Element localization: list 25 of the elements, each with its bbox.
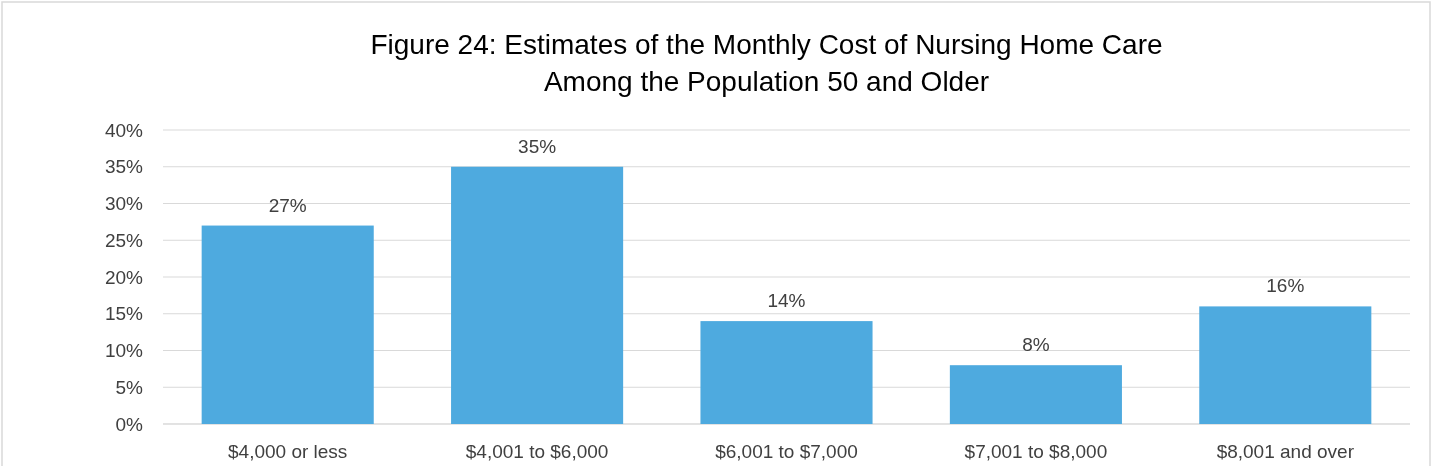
y-tick-label: 25% bbox=[104, 229, 144, 251]
x-tick-label: $7,001 to $8,000 bbox=[964, 441, 1108, 462]
x-tick-label: $8,001 and over bbox=[1216, 441, 1355, 462]
x-tick-label: $4,001 to $6,000 bbox=[465, 441, 609, 462]
y-tick-label: 5% bbox=[115, 376, 144, 398]
bar bbox=[700, 321, 873, 424]
y-tick-label: 40% bbox=[104, 119, 144, 141]
y-tick-label: 10% bbox=[104, 340, 144, 362]
x-tick-label: $4,000 or less bbox=[228, 441, 348, 462]
chart-title: Figure 24: Estimates of the Monthly Cost of Nursing Home Care Among the Population 50 and Older bbox=[370, 29, 1163, 97]
x-tick-label: $6,001 to $7,000 bbox=[715, 441, 858, 462]
data-label: 16% bbox=[1266, 275, 1305, 297]
y-tick-label: 0% bbox=[115, 413, 144, 435]
y-tick-label: 30% bbox=[104, 193, 144, 215]
data-label: 14% bbox=[767, 290, 806, 312]
y-tick-label: 20% bbox=[104, 266, 144, 288]
y-tick-label: 35% bbox=[104, 156, 144, 178]
bar bbox=[451, 166, 624, 424]
data-label: 35% bbox=[518, 135, 557, 157]
bar bbox=[201, 225, 374, 424]
data-label: 8% bbox=[1022, 334, 1050, 356]
y-tick-label: 15% bbox=[104, 303, 144, 325]
bar bbox=[949, 365, 1122, 424]
bar bbox=[1199, 306, 1372, 424]
data-label: 27% bbox=[268, 194, 307, 216]
